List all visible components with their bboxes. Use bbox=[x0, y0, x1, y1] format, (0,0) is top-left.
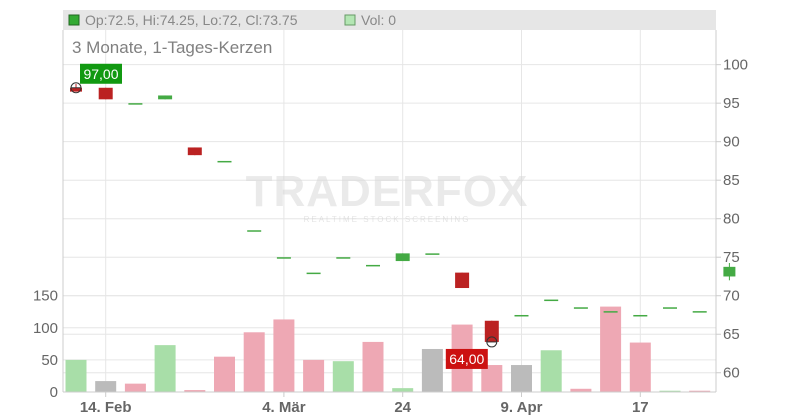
candles bbox=[70, 83, 736, 342]
price-tick-label: 60 bbox=[723, 365, 740, 382]
date-tick-label: 4. Mär bbox=[262, 399, 306, 416]
candle-body bbox=[573, 307, 588, 309]
candle-body bbox=[692, 311, 707, 313]
watermark-subtext: REALTIME STOCK SCREENING bbox=[304, 215, 471, 224]
volume-bar bbox=[600, 306, 622, 392]
volume-bar bbox=[689, 390, 711, 392]
candle-body bbox=[544, 299, 559, 302]
candle-body bbox=[247, 230, 262, 232]
volume-bar bbox=[273, 319, 295, 392]
date-tick-label: 17 bbox=[632, 399, 649, 416]
volume-bar bbox=[124, 383, 146, 392]
volume-bar bbox=[570, 388, 592, 392]
price-tick-label: 70 bbox=[723, 288, 740, 305]
volume-tick-label: 100 bbox=[33, 320, 58, 337]
volume-bar bbox=[243, 332, 265, 392]
low-value-label: 64,00 bbox=[449, 351, 484, 367]
volume-bar bbox=[214, 356, 235, 392]
chart-subtitle: 3 Monate, 1-Tages-Kerzen bbox=[72, 38, 272, 57]
volume-bar bbox=[65, 359, 87, 392]
volume-bar bbox=[184, 390, 206, 392]
axes: 60 65 70 75 80 85 90 95 100 0 50 100 150 14. Feb 4. Mä… bbox=[33, 30, 748, 416]
volume-tick-label: 0 bbox=[50, 384, 58, 401]
traderfox-watermark: TRADERFOX REALTIME STOCK SCREENING bbox=[246, 167, 529, 224]
volume-tick-label: 150 bbox=[33, 288, 58, 305]
price-tick-label: 65 bbox=[723, 326, 740, 343]
candle-body bbox=[663, 307, 677, 309]
volume-bar bbox=[362, 341, 384, 392]
low-value-flag bbox=[445, 348, 488, 369]
candle-body bbox=[98, 87, 113, 100]
date-tick-label: 14. Feb bbox=[80, 399, 132, 416]
volume-tick-label: 50 bbox=[41, 352, 58, 369]
volume-bars bbox=[65, 306, 711, 392]
volume-bar bbox=[332, 361, 354, 392]
candle-body bbox=[723, 266, 736, 277]
price-tick-label: 75 bbox=[723, 249, 740, 266]
candle-body bbox=[336, 257, 351, 259]
candle-body bbox=[217, 160, 232, 163]
candle-body bbox=[633, 314, 648, 317]
volume-legend-text: Vol: 0 bbox=[361, 12, 396, 28]
price-tick-label: 100 bbox=[723, 57, 748, 74]
high-value-label: 97,00 bbox=[83, 66, 118, 82]
watermark-text: TRADERFOX bbox=[246, 167, 529, 216]
candle-body bbox=[395, 253, 410, 262]
volume-bar bbox=[154, 345, 176, 392]
high-value-flag bbox=[80, 63, 122, 84]
price-tick-label: 95 bbox=[723, 95, 740, 112]
candle-body bbox=[514, 314, 529, 317]
volume-legend-swatch bbox=[344, 14, 356, 26]
volume-bar bbox=[421, 348, 443, 392]
ohlc-legend-text: Op:72.5, Hi:74.25, Lo:72, Cl:73.75 bbox=[85, 12, 298, 28]
price-tick-label: 90 bbox=[723, 134, 740, 151]
volume-bar bbox=[511, 365, 532, 392]
price-tick-label: 85 bbox=[723, 172, 740, 189]
candle-body bbox=[187, 147, 202, 156]
candle-body bbox=[455, 272, 470, 289]
volume-bar bbox=[392, 388, 414, 392]
volume-bar bbox=[95, 381, 117, 392]
candle-body bbox=[276, 257, 291, 259]
price-tick-label: 80 bbox=[723, 211, 740, 228]
candle-body bbox=[128, 103, 143, 105]
header-bar bbox=[63, 10, 716, 30]
annotations: 97,00 64,00 bbox=[70, 63, 498, 369]
candle-body bbox=[158, 95, 173, 100]
volume-bar bbox=[629, 342, 651, 392]
volume-bar bbox=[303, 359, 325, 392]
candle-body bbox=[366, 264, 380, 267]
candle-body bbox=[70, 87, 82, 92]
volume-bar bbox=[481, 365, 503, 392]
candle-body bbox=[306, 272, 321, 275]
volume-bar bbox=[540, 350, 562, 392]
date-tick-label: 9. Apr bbox=[501, 399, 543, 416]
ohlc-legend-swatch bbox=[68, 14, 80, 26]
date-tick-label: 24 bbox=[394, 399, 411, 416]
candle-body bbox=[425, 253, 440, 255]
candle-body bbox=[484, 320, 499, 342]
volume-bar bbox=[659, 390, 681, 392]
candle-body bbox=[603, 311, 618, 313]
